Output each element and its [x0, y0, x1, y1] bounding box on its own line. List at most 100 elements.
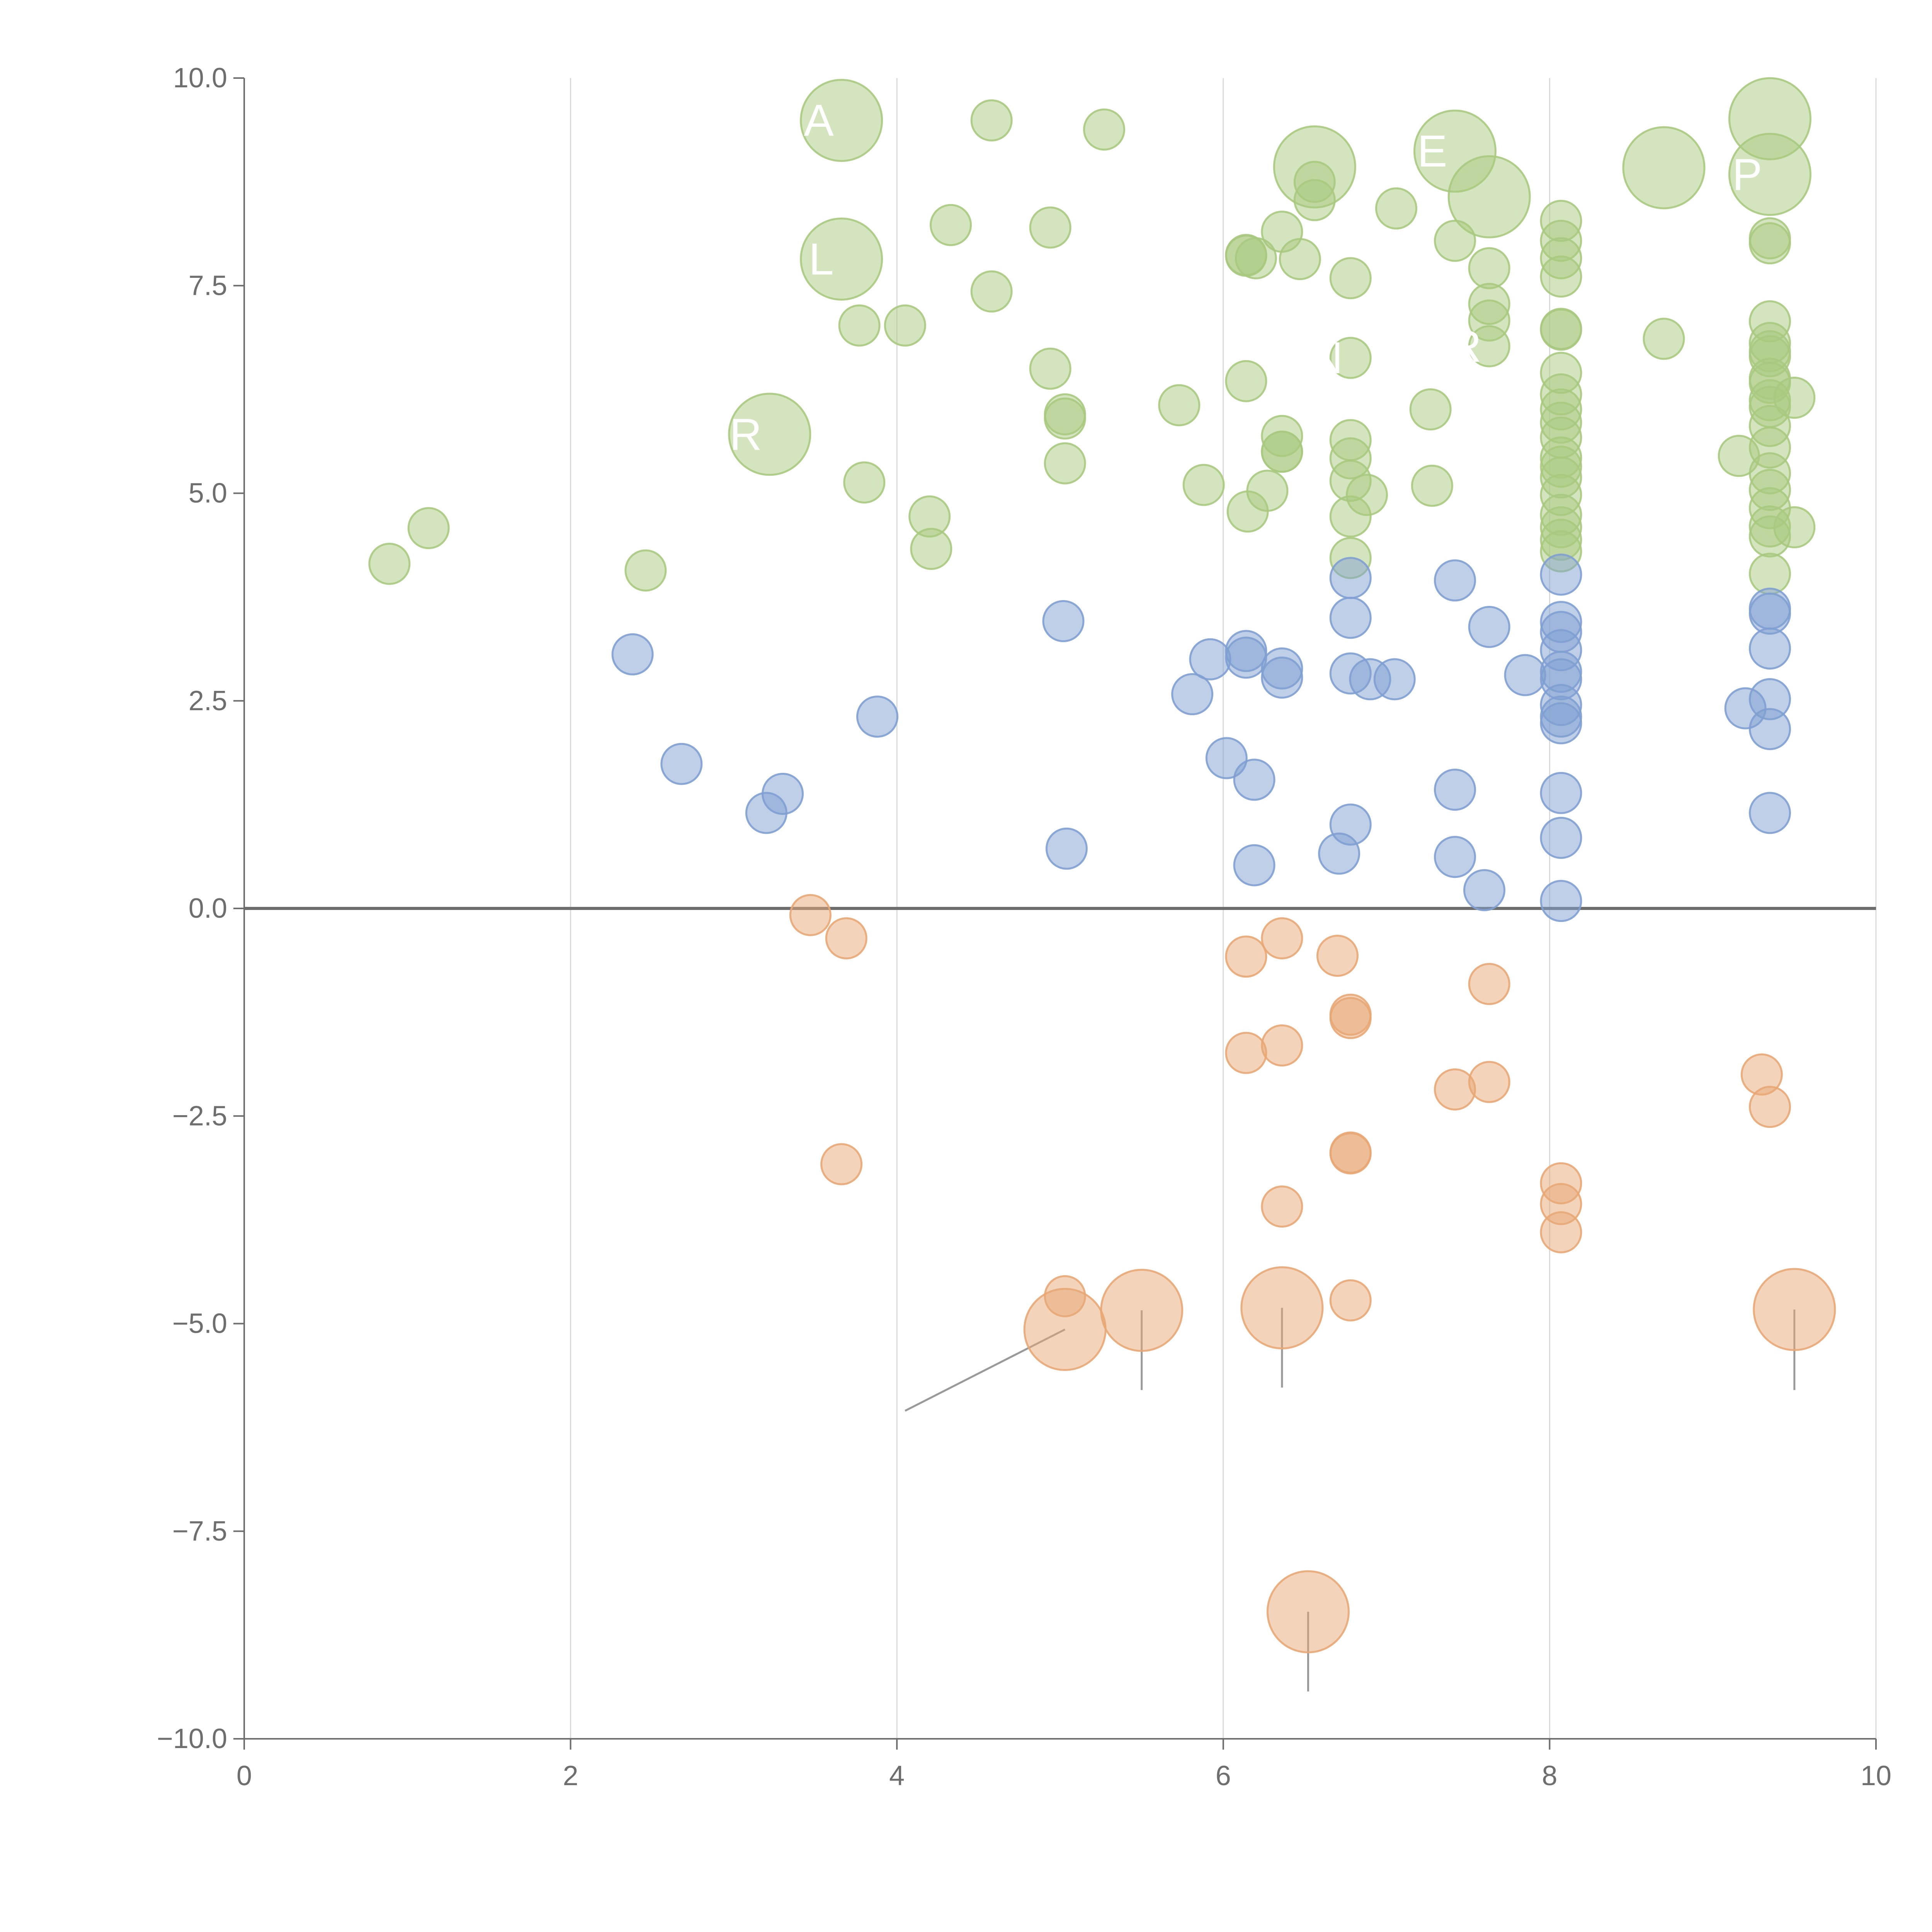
data-point — [1434, 836, 1476, 878]
data-point — [1225, 935, 1267, 978]
data-point — [1329, 257, 1372, 299]
data-point — [1329, 1279, 1372, 1321]
data-point — [1182, 464, 1225, 506]
data-point — [1100, 1269, 1184, 1352]
data-point — [1316, 934, 1359, 977]
data-point — [1409, 388, 1452, 430]
data-point — [820, 1143, 863, 1185]
data-point — [1205, 737, 1248, 779]
data-point — [407, 507, 450, 549]
data-point — [1447, 155, 1531, 238]
data-point — [1029, 347, 1071, 390]
data-point — [1375, 187, 1417, 230]
x-tick-label: 6 — [1216, 1760, 1231, 1791]
y-tick-label: −2.5 — [172, 1100, 227, 1131]
data-point — [1468, 963, 1510, 1005]
data-point — [1279, 238, 1321, 280]
data-point — [1329, 337, 1372, 379]
x-tick-label: 10 — [1861, 1760, 1891, 1791]
x-tick-label: 8 — [1542, 1760, 1557, 1791]
data-point — [660, 743, 703, 785]
data-point — [1029, 206, 1071, 249]
data-point — [1540, 702, 1582, 745]
data-point — [1434, 219, 1476, 262]
y-tick-label: 7.5 — [189, 270, 227, 301]
point-annotation: R — [1449, 321, 1481, 371]
data-point — [1246, 469, 1289, 512]
data-point — [1261, 656, 1303, 699]
data-point — [825, 917, 867, 959]
leader-lines — [905, 1308, 1796, 1692]
data-point — [1773, 506, 1816, 549]
data-point — [1468, 325, 1510, 367]
data-point — [970, 270, 1013, 313]
data-point — [1233, 759, 1276, 801]
data-point — [1044, 442, 1086, 485]
data-point — [611, 633, 654, 675]
data-point — [1540, 255, 1582, 298]
point-annotation: L — [809, 234, 834, 284]
data-point — [1266, 1570, 1350, 1653]
data-point — [800, 217, 883, 301]
data-point — [1540, 816, 1582, 859]
data-point — [1158, 384, 1201, 427]
data-point — [1434, 1068, 1476, 1111]
data-point — [1504, 654, 1546, 696]
point-annotation: N — [1310, 333, 1343, 383]
data-point — [1023, 1288, 1107, 1371]
data-point — [838, 304, 881, 347]
data-point — [800, 79, 883, 162]
data-points — [368, 77, 1836, 1653]
point-annotation: LP — [1708, 149, 1762, 199]
data-point — [1540, 308, 1582, 351]
point-annotation: PR — [700, 409, 762, 459]
data-point — [789, 894, 832, 936]
data-point — [1540, 1211, 1582, 1253]
data-point — [1235, 237, 1277, 279]
x-tick-label: 0 — [236, 1760, 252, 1791]
data-point — [1411, 464, 1453, 507]
data-point — [1329, 557, 1372, 599]
data-point — [1434, 559, 1476, 602]
data-point — [1749, 792, 1791, 834]
point-annotation: A — [804, 95, 834, 146]
data-point — [1261, 430, 1303, 473]
data-point — [1468, 605, 1510, 648]
data-point — [1749, 708, 1791, 750]
data-point — [1171, 673, 1214, 716]
data-point — [1044, 397, 1086, 440]
data-point — [1042, 600, 1085, 642]
data-point — [1749, 222, 1791, 265]
data-point — [1540, 772, 1582, 814]
data-point — [1045, 827, 1088, 870]
data-point — [1463, 869, 1505, 912]
data-point — [1434, 769, 1476, 811]
data-point — [1083, 108, 1126, 151]
data-point — [1261, 917, 1303, 959]
y-tick-label: −10.0 — [157, 1723, 227, 1754]
x-tick-label: 4 — [889, 1760, 905, 1791]
axes: −10.0 −7.5 −5.0 −2.5 0.0 2.5 5.0 7.5 10.0 0 2 4 6 8 10 — [157, 63, 1891, 1791]
data-point — [1622, 126, 1706, 209]
data-point — [1749, 1086, 1791, 1128]
data-point — [1240, 1266, 1324, 1350]
data-point — [1261, 1185, 1303, 1228]
y-tick-label: 5.0 — [189, 478, 227, 509]
data-point — [910, 527, 952, 570]
data-point — [843, 461, 886, 504]
y-tick-label: −7.5 — [172, 1516, 227, 1547]
data-point — [1468, 247, 1510, 289]
data-point — [1540, 553, 1582, 596]
data-point — [930, 204, 972, 246]
data-point — [1329, 597, 1372, 639]
data-point — [970, 99, 1013, 142]
y-tick-label: 2.5 — [189, 685, 227, 716]
data-point — [1329, 1132, 1372, 1175]
data-point — [1233, 844, 1276, 886]
data-point — [1753, 1268, 1836, 1351]
data-point — [884, 304, 926, 347]
data-point — [368, 543, 411, 585]
data-point — [1540, 880, 1582, 922]
